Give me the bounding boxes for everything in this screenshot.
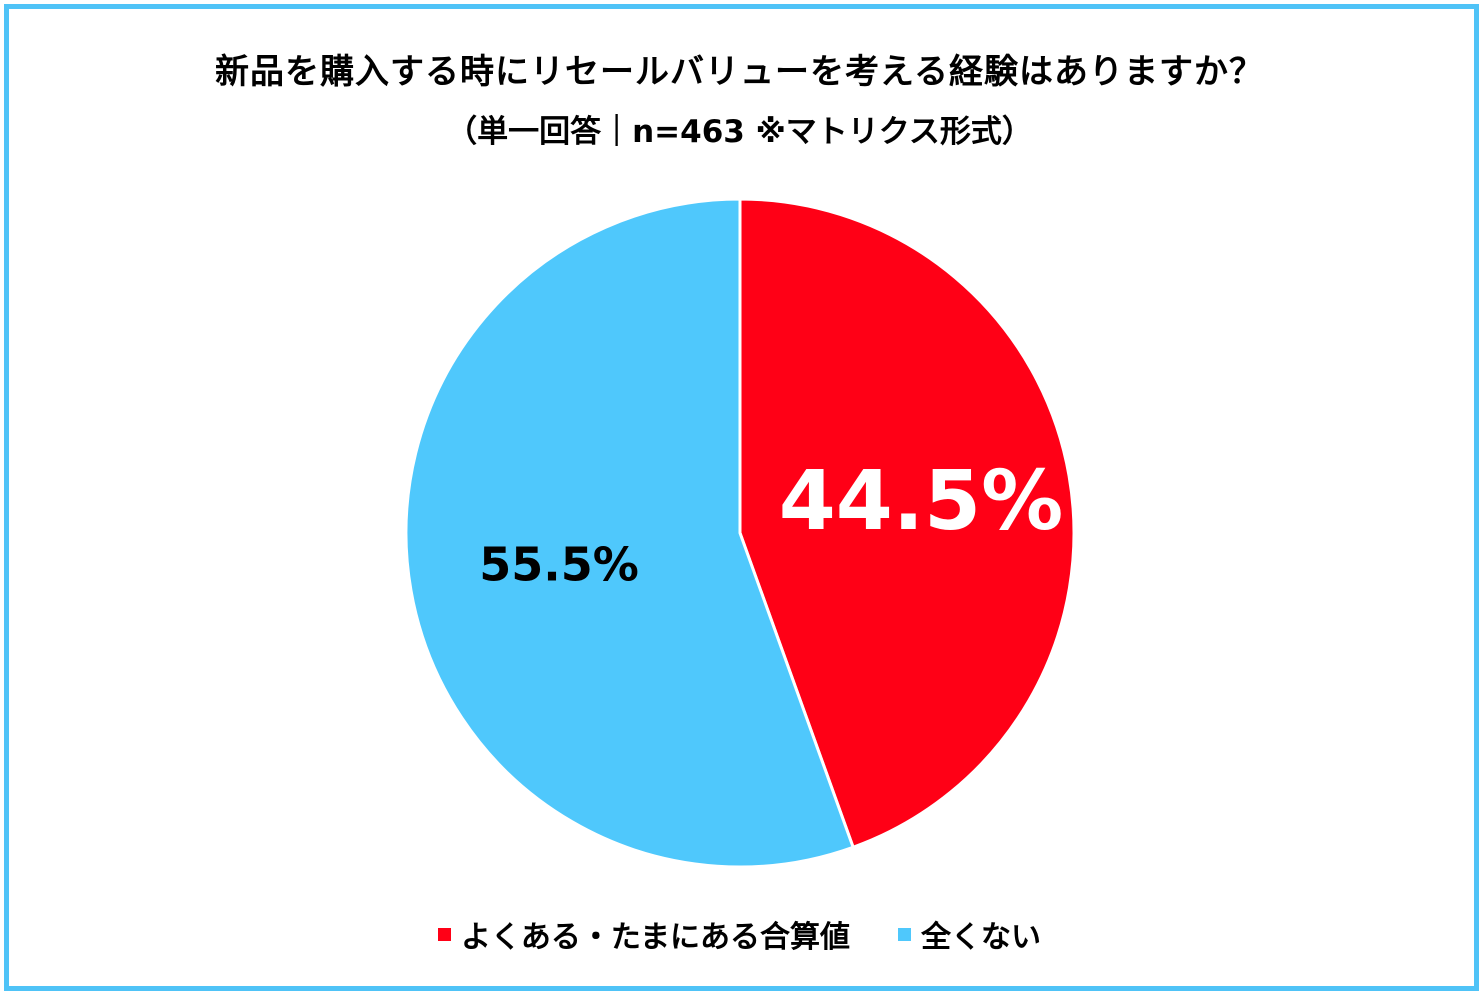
legend-label-often: よくある・たまにある合算値	[460, 920, 851, 955]
pie-label-never: 55.5%	[479, 538, 639, 592]
legend-swatch-often	[437, 927, 451, 941]
pie-slice-often	[738, 197, 1076, 849]
pie-slices	[404, 197, 1076, 869]
pie-label-often: 44.5%	[779, 454, 1063, 549]
legend: よくある・たまにある合算値 全くない	[0, 912, 1479, 956]
pie-slice-never	[404, 197, 855, 869]
legend-item-often: よくある・たまにある合算値	[437, 912, 851, 956]
legend-swatch-never	[898, 927, 912, 941]
chart-title: 新品を購入する時にリセールバリューを考える経験はありますか？	[215, 52, 1264, 92]
chart-subtitle: （単一回答｜n=463 ※マトリクス形式）	[446, 114, 1033, 150]
pie-slice-labels: 44.5% 55.5%	[479, 454, 1063, 592]
legend-item-never: 全くない	[898, 912, 1041, 956]
legend-label-never: 全くない	[921, 920, 1042, 955]
